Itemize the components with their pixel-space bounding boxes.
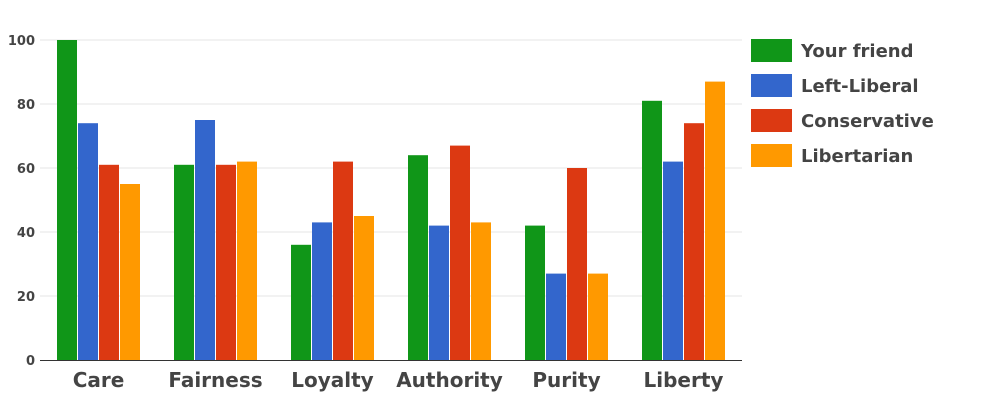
y-tick-label: 60 bbox=[17, 162, 35, 177]
y-tick-label: 40 bbox=[17, 226, 35, 241]
x-tick-label: Loyalty bbox=[291, 368, 373, 392]
bar bbox=[78, 123, 98, 360]
bar bbox=[663, 161, 683, 360]
y-axis: 0 20 40 60 80 100 bbox=[8, 34, 35, 369]
legend-item: Left-Liberal bbox=[751, 74, 919, 97]
legend-item: Conservative bbox=[751, 109, 934, 132]
bar bbox=[57, 40, 77, 360]
legend-item: Libertarian bbox=[751, 144, 913, 167]
bar bbox=[237, 161, 257, 360]
bar bbox=[588, 273, 608, 360]
bar bbox=[642, 100, 662, 361]
x-tick-label: Care bbox=[73, 368, 125, 392]
x-tick-label: Liberty bbox=[644, 368, 724, 392]
bar bbox=[195, 120, 215, 360]
legend-item: Your friend bbox=[751, 39, 914, 62]
bar bbox=[705, 81, 725, 360]
bar bbox=[291, 244, 311, 360]
x-tick-label: Fairness bbox=[168, 368, 262, 392]
bar bbox=[174, 164, 194, 360]
y-tick-label: 20 bbox=[17, 290, 35, 305]
x-axis: Care Fairness Loyalty Authority Purity Libert… bbox=[73, 368, 724, 392]
legend-label: Your friend bbox=[800, 41, 914, 62]
gridlines bbox=[40, 39, 742, 297]
bar bbox=[684, 123, 704, 360]
bar bbox=[546, 273, 566, 360]
bar bbox=[120, 184, 140, 360]
x-tick-label: Purity bbox=[532, 368, 600, 392]
bar bbox=[525, 225, 545, 360]
legend-label: Left-Liberal bbox=[801, 76, 919, 97]
bar bbox=[471, 222, 491, 360]
legend-swatch bbox=[751, 144, 792, 167]
legend-label: Conservative bbox=[801, 111, 934, 132]
y-tick-label: 80 bbox=[17, 98, 35, 113]
y-tick-label: 0 bbox=[26, 354, 35, 369]
bar bbox=[429, 225, 449, 360]
bar bbox=[354, 216, 374, 360]
legend: Your friend Left-Liberal Conservative Liber… bbox=[751, 39, 934, 167]
legend-swatch bbox=[751, 74, 792, 97]
bar bbox=[450, 145, 470, 360]
bar bbox=[312, 222, 332, 360]
bar bbox=[333, 161, 353, 360]
bar bbox=[567, 168, 587, 360]
legend-swatch bbox=[751, 39, 792, 62]
y-tick-label: 100 bbox=[8, 34, 35, 49]
bar bbox=[408, 155, 428, 360]
bar bbox=[216, 164, 236, 360]
bar bbox=[99, 164, 119, 360]
legend-swatch bbox=[751, 109, 792, 132]
legend-label: Libertarian bbox=[801, 146, 913, 167]
x-tick-label: Authority bbox=[396, 368, 503, 392]
bars bbox=[57, 40, 725, 361]
